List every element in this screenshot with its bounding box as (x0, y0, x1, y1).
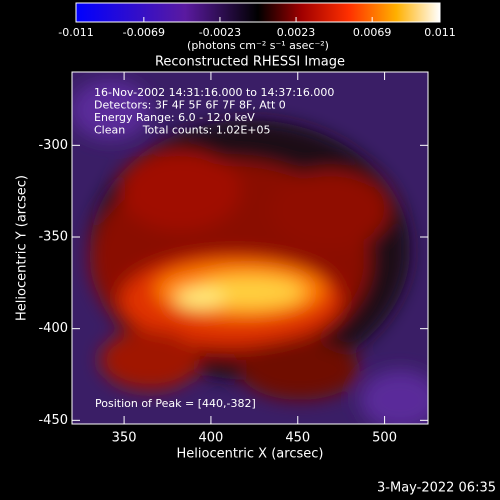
annotation: Detectors: 3F 4F 5F 6F 7F 8F, Att 0 (94, 99, 286, 112)
image (72, 72, 428, 424)
y-axis-label: Heliocentric Y (arcsec) (15, 175, 30, 321)
colorbar-tick-label: 0.0023 (277, 26, 316, 39)
x-tick-label: 500 (372, 431, 397, 446)
colorbar (75, 2, 441, 23)
colorbar-tick-label: 0.011 (424, 26, 456, 39)
annotation: 16-Nov-2002 14:31:16.000 to 14:37:16.000 (94, 86, 334, 99)
annotation: Position of Peak = [440,-382] (95, 397, 256, 410)
colorbar-tick-label: -0.0023 (199, 26, 241, 39)
timestamp: 3-May-2022 06:35 (377, 481, 496, 496)
annotation: Clean Total counts: 1.02E+05 (94, 124, 271, 137)
y-tick-label: -300 (38, 138, 68, 153)
x-tick-label: 350 (112, 431, 137, 446)
y-tick-label: -450 (38, 413, 68, 428)
plot-frame (71, 71, 429, 425)
colorbar-tick-label: -0.011 (58, 26, 93, 39)
chart-title: Reconstructed RHESSI Image (155, 55, 345, 70)
colorbar-tick-label: -0.0069 (123, 26, 165, 39)
x-tick-label: 450 (285, 431, 310, 446)
x-tick-label: 400 (199, 431, 224, 446)
colorbar-tick-label: 0.0069 (353, 26, 392, 39)
y-tick-label: -400 (38, 321, 68, 336)
x-axis-label: Heliocentric X (arcsec) (177, 447, 324, 462)
annotation: Energy Range: 6.0 - 12.0 keV (94, 111, 255, 124)
y-tick-label: -350 (38, 230, 68, 245)
colorbar-label: (photons cm⁻² s⁻¹ asec⁻²) (187, 39, 329, 52)
